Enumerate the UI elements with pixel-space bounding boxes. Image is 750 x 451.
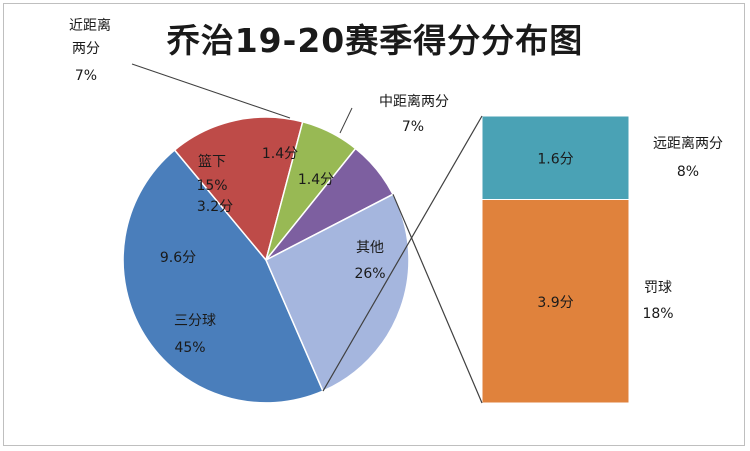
pie-slice-三分球 [122, 148, 324, 404]
slice-percent-label: 7% [402, 119, 424, 135]
chart-title: 乔治19-20赛季得分分布图 [166, 21, 584, 60]
slice-name-label: 篮下 [198, 154, 226, 170]
slice-percent-label: 45% [174, 340, 205, 356]
connector-line-bottom [392, 194, 483, 404]
slice-value-label: 1.4分 [298, 172, 334, 188]
slice-name-label: 中距离两分 [379, 93, 449, 110]
slice-percent-label: 15% [196, 178, 227, 194]
slice-value-label: 3.2分 [197, 199, 233, 215]
slice-name-label: 近距离 [69, 17, 111, 34]
connector-line-top [322, 115, 483, 392]
bar-value-label: 1.6分 [537, 152, 573, 168]
leader-line [339, 107, 353, 134]
bar-percent-label: 8% [677, 164, 699, 180]
bar-name-label: 罚球 [644, 280, 672, 296]
slice-name-label: 其他 [356, 240, 384, 256]
slice-value-label: 1.4分 [262, 146, 298, 162]
slice-name-label: 两分 [72, 41, 100, 57]
bar-name-label: 远距离两分 [653, 135, 723, 152]
slice-value-label: 9.6分 [160, 250, 196, 266]
bar-percent-label: 18% [642, 306, 673, 322]
slice-name-label: 三分球 [174, 313, 216, 329]
slice-percent-label: 7% [75, 68, 97, 84]
leader-line [131, 63, 291, 119]
slice-percent-label: 26% [354, 266, 385, 282]
bar-value-label: 3.9分 [537, 295, 573, 311]
pie-slice-篮下 [173, 116, 304, 262]
bar-segment-罚球 [481, 199, 630, 404]
